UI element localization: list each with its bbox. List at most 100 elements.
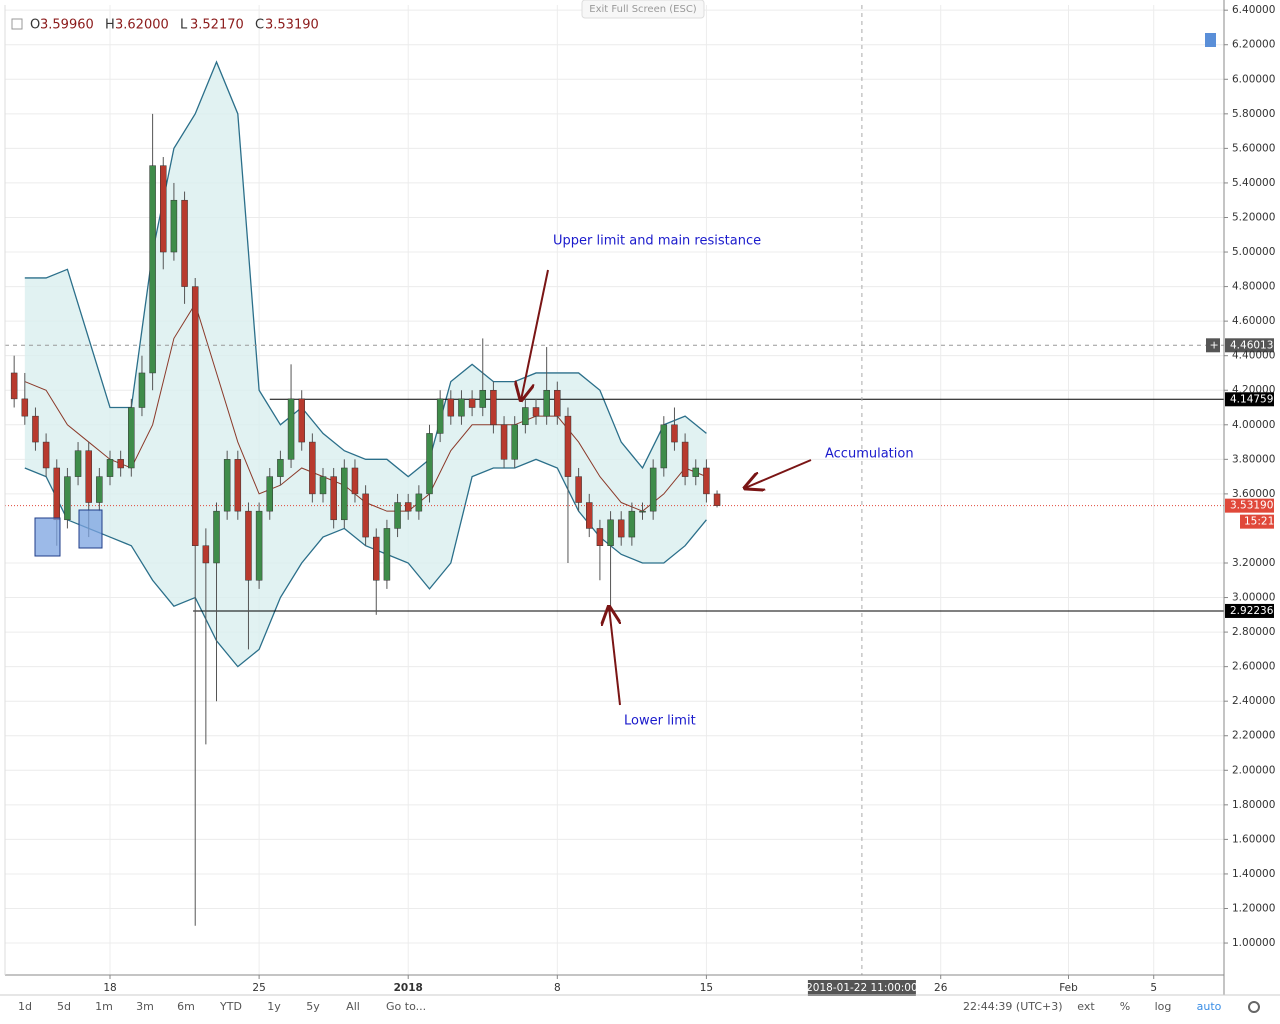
y-tick-label: 3.20000 [1232, 557, 1275, 569]
candle-body [436, 398, 444, 434]
last-price-label: 3.53190 [1230, 500, 1273, 512]
candle-body [53, 467, 61, 521]
ohlc-value: 3.52170 [190, 18, 244, 33]
candle-body [255, 510, 263, 581]
crosshair-time-label: 2018-01-22 11:00:00 [806, 982, 918, 994]
x-tick-label: 26 [934, 982, 948, 994]
candle-body [234, 459, 242, 512]
arrow [745, 459, 812, 488]
candles [10, 113, 721, 926]
price-label-box [1225, 603, 1274, 618]
ohlc-key: C [255, 18, 264, 33]
ohlc-value: 3.53190 [265, 18, 319, 33]
candle-body [543, 389, 550, 417]
candle-body [628, 510, 636, 538]
candle-body [96, 476, 103, 503]
option-button[interactable]: % [1120, 1000, 1130, 1013]
ohlc-value: 3.62000 [115, 18, 169, 33]
candle-body [181, 199, 188, 287]
range-button[interactable]: 3m [136, 1000, 154, 1013]
y-tick-label: 4.20000 [1232, 384, 1275, 396]
option-button[interactable]: auto [1197, 1000, 1222, 1013]
candle-body [575, 476, 582, 503]
y-tick-label: 4.40000 [1232, 350, 1275, 362]
y-tick-label: 1.40000 [1232, 868, 1275, 880]
exit-fullscreen-label[interactable]: Exit Full Screen (ESC) [589, 4, 697, 15]
candle-body [479, 389, 487, 408]
candle-body [607, 519, 614, 546]
candle-body [85, 450, 92, 503]
y-tick-label: 1.60000 [1232, 833, 1275, 845]
y-tick-label: 2.00000 [1232, 764, 1275, 776]
y-tick-label: 4.00000 [1232, 419, 1275, 431]
crosshair-price-label-box [1225, 338, 1274, 353]
x-tick-label: 18 [103, 982, 116, 994]
toolbar: 1d 5d 1m 3m 6m YTD 1y 5y All Go to... 22:44:39 (UT… [18, 1000, 1260, 1013]
collapse-button[interactable] [11, 18, 23, 30]
y-tick-label: 1.20000 [1232, 902, 1275, 914]
y-tick-label: 5.60000 [1232, 142, 1275, 154]
option-button[interactable]: ext [1077, 1000, 1095, 1013]
candle-body [341, 467, 348, 521]
range-button[interactable]: 5y [306, 1000, 320, 1013]
candle-body [500, 424, 508, 460]
y-tick-label: 4.60000 [1232, 315, 1275, 327]
candle-body [319, 476, 327, 495]
candle-body [245, 510, 252, 581]
candle-body [138, 372, 146, 408]
crosshair-plus-box [1206, 338, 1220, 353]
x-tick-label: Feb [1059, 982, 1078, 994]
countdown-label: 15:21 [1244, 516, 1274, 528]
countdown-box [1240, 514, 1274, 529]
candle-body [202, 545, 210, 564]
annotation: Lower limit [624, 714, 696, 729]
candle-body [383, 528, 391, 581]
crosshair-price-label: 4.46013 [1230, 339, 1273, 351]
candle-body [468, 398, 476, 408]
scroll-icon[interactable] [1205, 33, 1216, 47]
price-label: 4.14759 [1230, 393, 1273, 405]
y-tick-label: 5.00000 [1232, 246, 1275, 258]
axes: 1.00000 1.20000 1.40000 1.60000 1.80000 2.000… [103, 4, 1275, 994]
highlight-box [34, 517, 61, 557]
candle-body [330, 476, 337, 521]
range-button[interactable]: All [346, 1000, 360, 1013]
y-tick-label: 3.60000 [1232, 488, 1275, 500]
candle-body [458, 398, 465, 417]
arrow [609, 607, 621, 706]
candle-body [404, 502, 412, 512]
candle-body [170, 199, 178, 253]
ohlc-header: O 3.59960 H 3.62000 L 3.52170 C 3.53190 [30, 18, 319, 33]
range-button[interactable]: 1y [267, 1000, 281, 1013]
candle-body [213, 510, 220, 564]
candle-body [394, 502, 401, 529]
y-tick-label: 2.60000 [1232, 661, 1275, 673]
candle-body [447, 398, 455, 417]
price-label: 2.92236 [1230, 605, 1274, 617]
y-tick-label: 6.00000 [1232, 73, 1275, 85]
candle-body [671, 424, 678, 443]
ohlc-key: L [180, 18, 188, 33]
candle-body [42, 441, 50, 469]
candle-body [298, 398, 305, 443]
candle-body [287, 398, 295, 460]
x-tick-label: 25 [252, 982, 265, 994]
y-tick-label: 6.20000 [1232, 39, 1275, 51]
candle-body [490, 389, 497, 426]
range-button[interactable]: 5d [57, 1000, 71, 1013]
range-button[interactable]: YTD [219, 1000, 242, 1013]
candle-body [373, 536, 380, 581]
y-tick-label: 1.00000 [1232, 937, 1275, 949]
candle-body [106, 459, 114, 477]
range-button[interactable]: 1d [18, 1000, 32, 1013]
settings-button[interactable] [1248, 1001, 1260, 1013]
range-button[interactable]: 1m [95, 1000, 113, 1013]
candle-body [426, 433, 433, 495]
exit-fullscreen-button[interactable] [581, 0, 705, 19]
range-button[interactable]: 6m [177, 1000, 195, 1013]
y-tick-label: 3.00000 [1232, 592, 1275, 604]
candle-body [639, 510, 646, 513]
option-button[interactable]: log [1155, 1000, 1172, 1013]
goto-button[interactable]: Go to... [386, 1000, 426, 1013]
